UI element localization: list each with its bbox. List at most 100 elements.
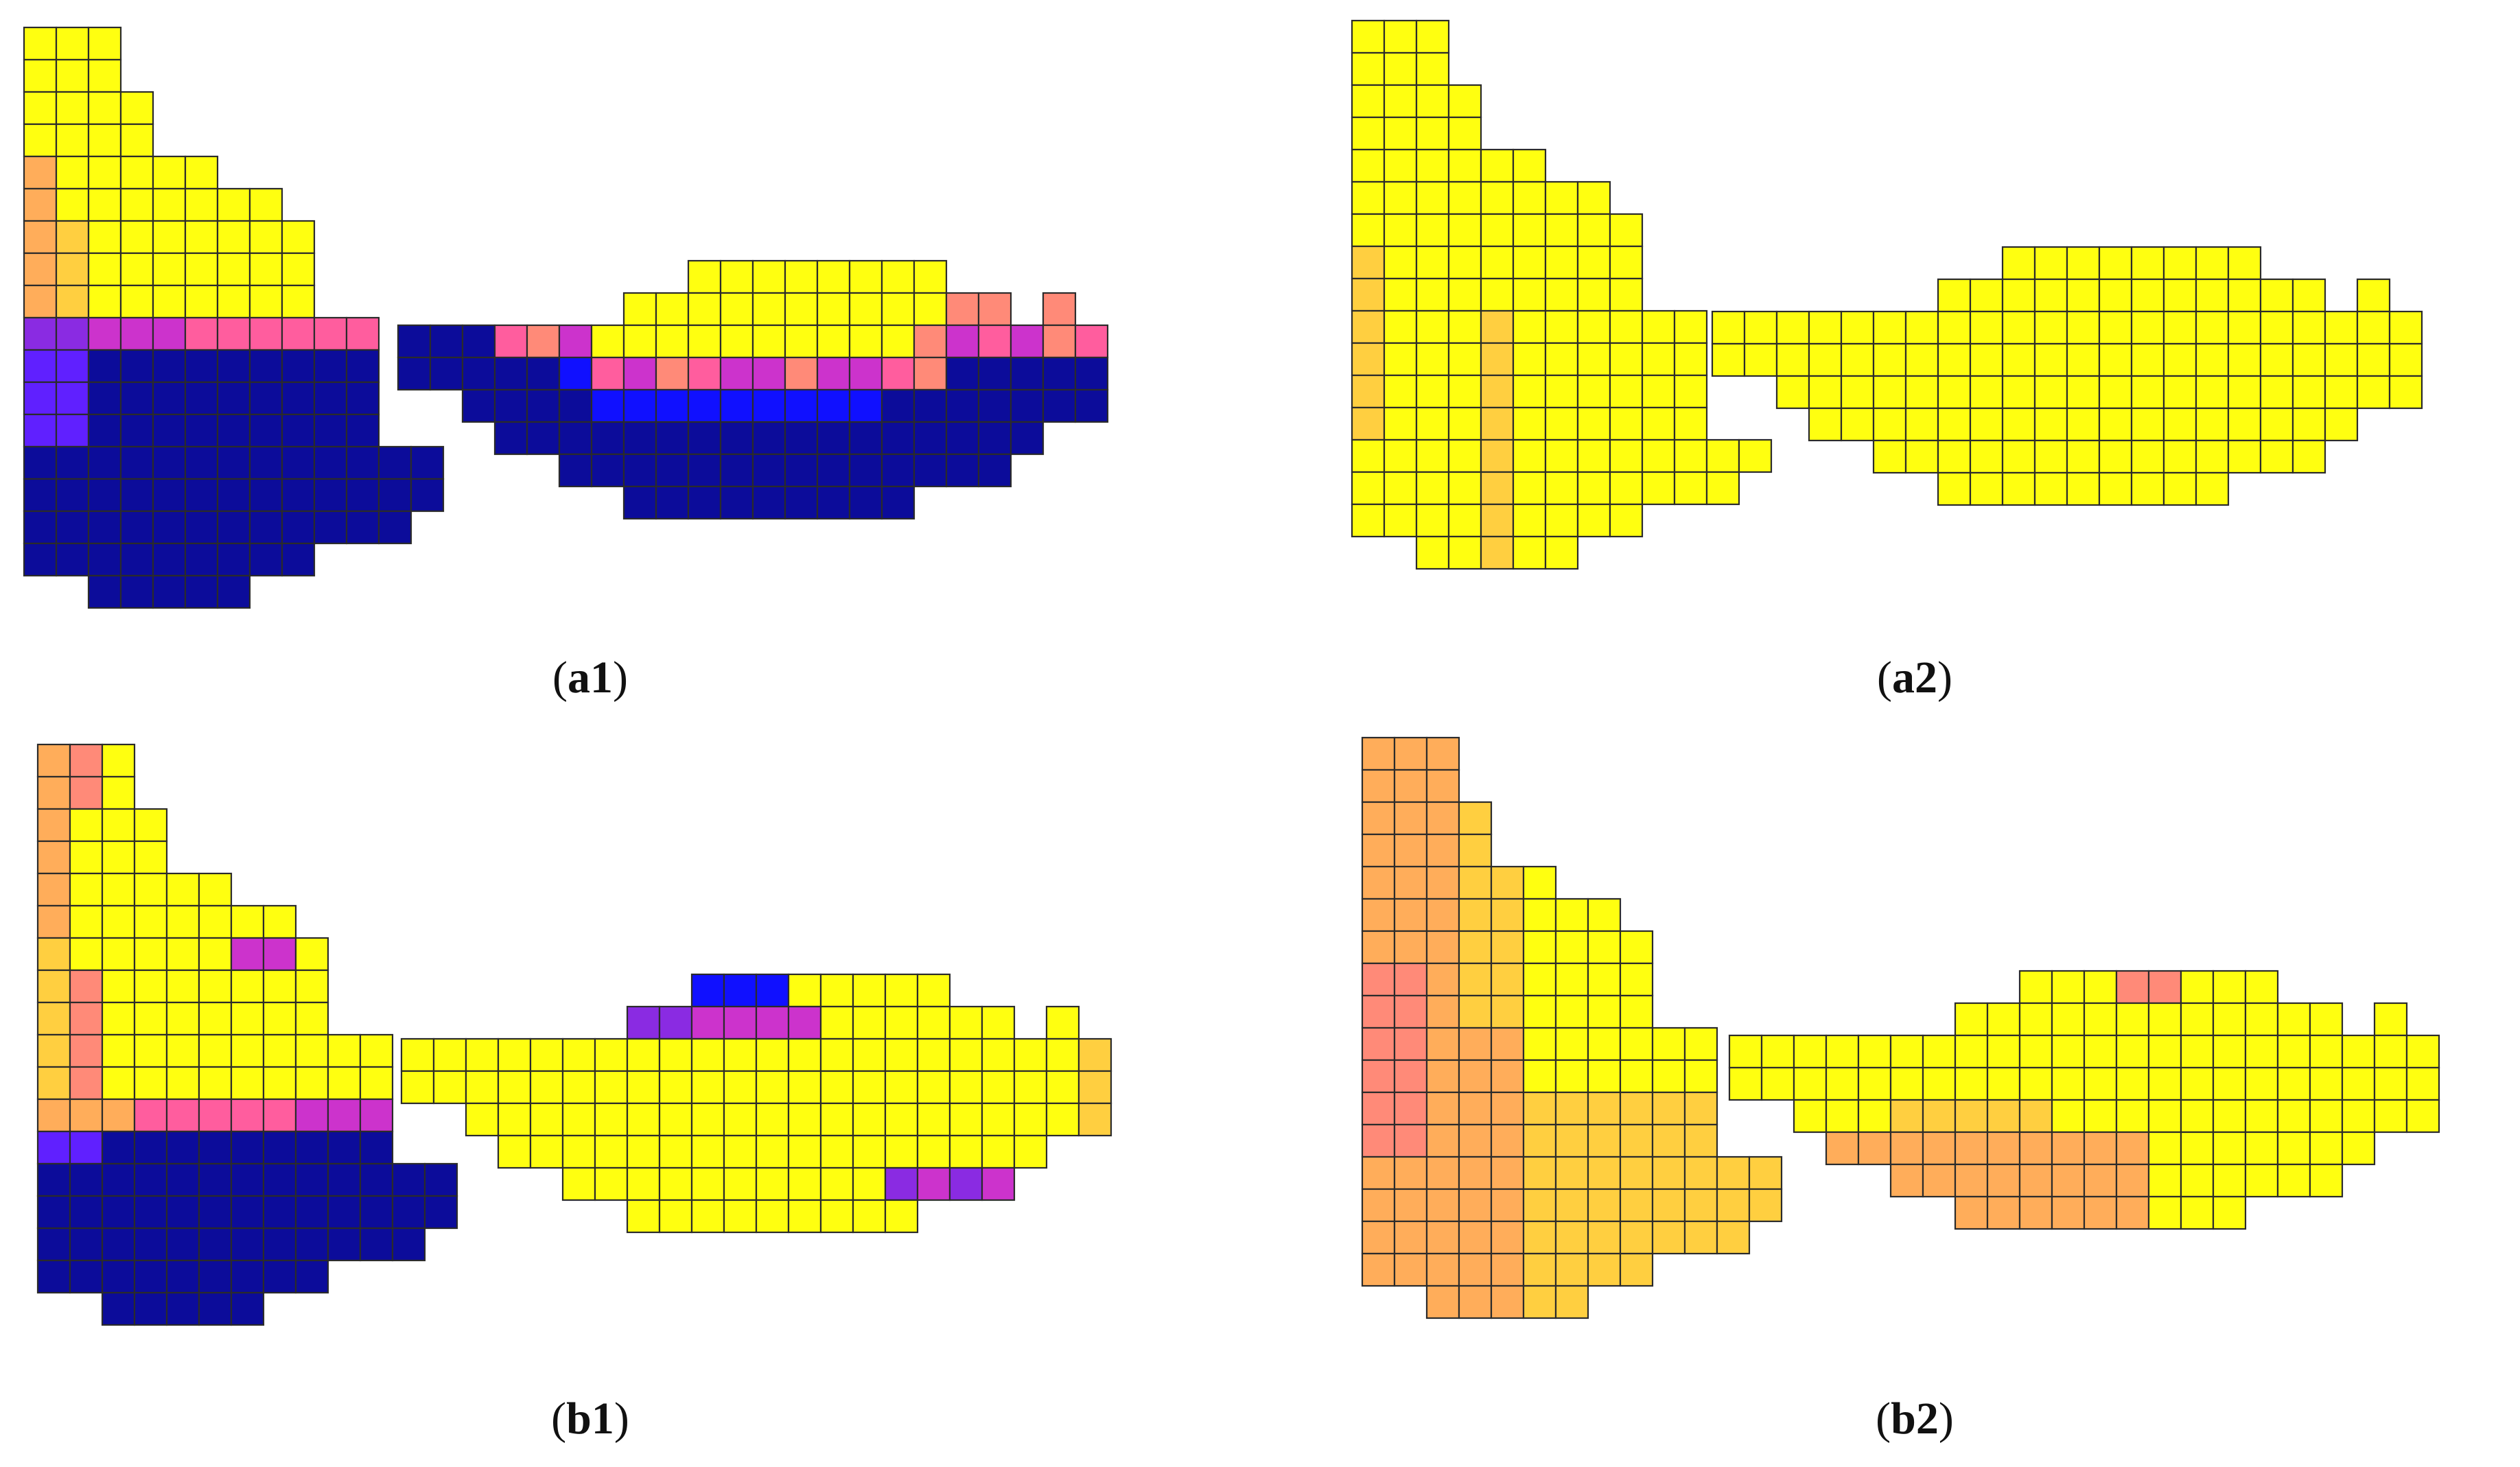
mesh-cell — [119, 349, 154, 384]
mesh-cell — [55, 220, 90, 255]
caption-b1: (b1) — [551, 1394, 629, 1444]
mesh-cell — [2130, 342, 2165, 377]
mesh-cell — [2083, 970, 2118, 1005]
mesh-cell — [1512, 148, 1547, 183]
mesh-cell — [1415, 213, 1450, 248]
mesh-cell — [751, 485, 786, 520]
mesh-cell — [1922, 1066, 1957, 1101]
mesh-cell — [87, 542, 122, 577]
mesh-cell — [719, 421, 754, 456]
mesh-cell — [2083, 1131, 2118, 1166]
mesh-cell — [945, 421, 980, 456]
mesh-cell — [101, 1098, 136, 1133]
mesh-cell — [493, 324, 528, 359]
mesh-cell — [1458, 962, 1493, 997]
mesh-cell — [465, 1070, 500, 1105]
mesh-cell — [981, 1037, 1016, 1072]
mesh-cell — [751, 292, 786, 327]
mesh-cell — [1969, 278, 2004, 313]
mesh-cell — [2115, 1163, 2150, 1198]
mesh-cell — [101, 872, 136, 907]
mesh-cell — [880, 259, 915, 294]
mesh-cell — [558, 421, 593, 456]
mesh-cell — [294, 1195, 329, 1230]
mesh-cell — [216, 220, 251, 255]
mesh-cell — [1904, 407, 1939, 442]
mesh-cell — [23, 91, 58, 126]
mesh-cell — [2212, 1002, 2247, 1037]
mesh-cell — [184, 220, 219, 255]
mesh-cell — [165, 1098, 200, 1133]
mesh-cell — [880, 356, 915, 391]
mesh-cell — [2083, 1099, 2118, 1134]
mesh-cell — [2147, 1195, 2182, 1230]
mesh-cell — [2212, 1195, 2247, 1230]
mesh-cell — [784, 356, 819, 391]
mesh-cell — [133, 1227, 168, 1262]
mesh-cell — [1673, 406, 1708, 441]
mesh-cell — [23, 510, 58, 545]
mesh-cell — [526, 388, 561, 423]
mesh-cell — [1480, 503, 1515, 538]
mesh-cell — [1361, 865, 1396, 900]
mesh-cell — [1383, 84, 1418, 119]
mesh-cell — [281, 381, 316, 416]
mesh-cell — [1490, 930, 1525, 965]
mesh-cell — [1077, 1102, 1112, 1137]
mesh-cell — [755, 1070, 790, 1105]
mesh-cell — [2051, 1131, 2086, 1166]
mesh-cell — [687, 453, 722, 488]
mesh-cell — [1840, 342, 1875, 377]
mesh-cell — [1808, 375, 1843, 410]
mesh-cell — [1425, 930, 1460, 965]
mesh-cell — [262, 1098, 297, 1133]
mesh-cell — [1808, 407, 1843, 442]
mesh-cell — [281, 413, 316, 448]
mesh-cell — [1522, 865, 1557, 900]
mesh-cell — [2033, 310, 2068, 345]
mesh-cell — [1937, 407, 1972, 442]
mesh-cell — [2259, 342, 2294, 377]
mesh-cell — [101, 743, 136, 778]
mesh-cell — [848, 292, 883, 327]
mesh-cell — [152, 284, 187, 319]
mesh-cell — [165, 969, 200, 1004]
mesh-cell — [880, 388, 915, 423]
mesh-cell — [2001, 471, 2036, 506]
mesh-cell — [2309, 1099, 2344, 1134]
mesh-cell — [281, 542, 316, 577]
mesh-cell — [1922, 1034, 1957, 1069]
mesh-cell — [465, 1102, 500, 1137]
mesh-cell — [1425, 1059, 1460, 1094]
mesh-cell — [1361, 1091, 1396, 1126]
mesh-cell — [281, 220, 316, 255]
mesh-cell — [55, 187, 90, 222]
mesh-cell — [397, 324, 432, 359]
mesh-cell — [2195, 310, 2230, 345]
mesh-cell — [1889, 1066, 1924, 1101]
mesh-cell — [1872, 342, 1907, 377]
mesh-cell — [819, 1134, 854, 1169]
mesh-cell — [101, 1195, 136, 1230]
mesh-cell — [1383, 309, 1418, 344]
mesh-cell — [1447, 277, 1482, 312]
mesh-cell — [622, 356, 657, 391]
mesh-cell — [2373, 1066, 2408, 1101]
mesh-cell — [2227, 310, 2262, 345]
mesh-cell — [359, 1195, 394, 1230]
mesh-cell — [1651, 1059, 1686, 1094]
mesh-cell — [2115, 1195, 2150, 1230]
mesh-cell — [1554, 994, 1589, 1029]
mesh-cell — [1415, 84, 1450, 119]
mesh-cell — [2051, 970, 2086, 1005]
mesh-cell — [2244, 970, 2279, 1005]
mesh-cell — [1609, 471, 1644, 506]
mesh-cell — [1045, 1102, 1080, 1137]
mesh-cell — [1673, 342, 1708, 377]
mesh-cell — [345, 478, 380, 513]
mesh-cell — [1490, 1123, 1525, 1158]
mesh-cell — [55, 252, 90, 287]
mesh-cell — [1587, 1220, 1622, 1255]
mesh-cell — [719, 324, 754, 359]
mesh-cell — [1673, 471, 1708, 506]
